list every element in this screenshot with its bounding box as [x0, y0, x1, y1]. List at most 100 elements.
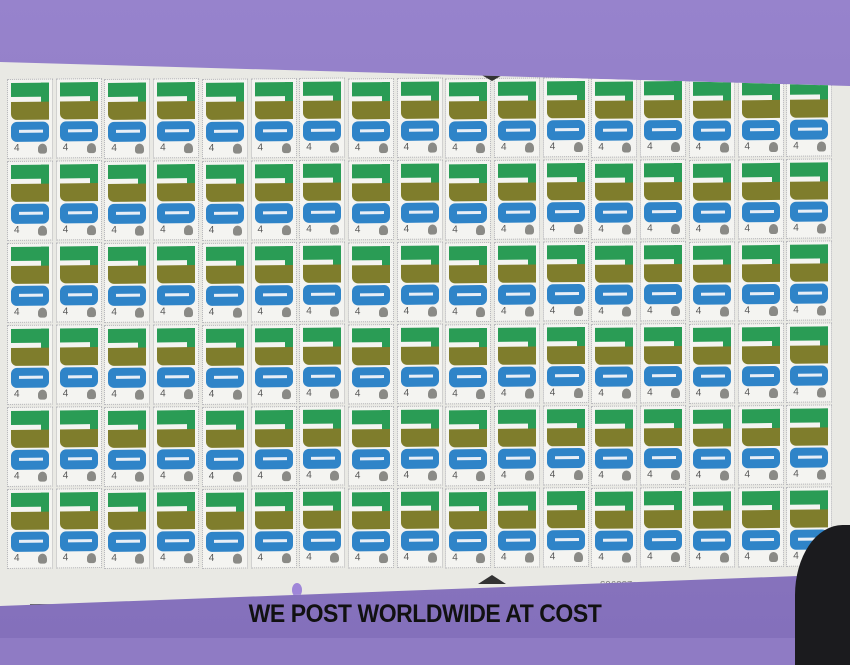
- olive-band: [11, 183, 49, 202]
- green-band: [303, 81, 342, 97]
- stamp: 4: [153, 242, 200, 323]
- stamp-denomination: 4: [257, 306, 264, 318]
- olive-band: [400, 100, 439, 120]
- stamp-denomination: 4: [598, 223, 604, 235]
- green-band: [11, 492, 49, 507]
- blue-band: [546, 448, 585, 469]
- green-band: [11, 164, 49, 179]
- green-band: [157, 246, 196, 261]
- stamp-denomination: 4: [208, 388, 215, 400]
- stamp-denomination: 4: [160, 552, 166, 564]
- blue-band: [157, 203, 196, 224]
- queen-head-icon: [622, 306, 632, 317]
- queen-head-icon: [573, 142, 583, 153]
- blue-band: [254, 121, 293, 142]
- olive-band: [644, 510, 683, 529]
- stamp-sheet: 4 4 4 4 4 4 4 4 4 4 4 4 4 4 4 4 4 4 4 4 4 4 4 4 4 4 4 4 4 4 4 4 4 4 4 4 4 4 4 4…: [0, 0, 850, 638]
- stamp: 4: [104, 488, 151, 569]
- queen-head-icon: [768, 141, 778, 153]
- queen-head-icon: [719, 142, 729, 153]
- stamp-denomination: 4: [501, 387, 507, 399]
- green-band: [254, 164, 293, 179]
- stamp-denomination: 4: [354, 224, 361, 236]
- olive-band: [351, 510, 390, 530]
- queen-head-icon: [817, 305, 827, 316]
- stamp-denomination: 4: [306, 224, 312, 236]
- green-band: [11, 246, 49, 261]
- green-band: [644, 81, 683, 96]
- olive-band: [498, 428, 536, 447]
- stamp-denomination: 4: [403, 141, 410, 154]
- blue-band: [595, 366, 634, 387]
- stamp-denomination: 4: [695, 551, 702, 563]
- stamp-denomination: 4: [403, 551, 410, 564]
- olive-band: [546, 100, 585, 119]
- stamp-denomination: 4: [695, 223, 702, 235]
- olive-band: [790, 427, 829, 447]
- stamp: 4: [737, 486, 784, 568]
- queen-head-icon: [476, 142, 486, 153]
- stamp: 4: [201, 488, 248, 569]
- stamp: 4: [640, 241, 687, 322]
- olive-band: [741, 263, 780, 283]
- stamp: 4: [396, 323, 443, 405]
- green-band: [644, 163, 683, 178]
- olive-band: [108, 429, 147, 448]
- stamp-denomination: 4: [111, 224, 117, 236]
- queen-head-icon: [232, 143, 242, 154]
- top-arrow-marker: [478, 73, 506, 81]
- queen-head-icon: [281, 143, 291, 154]
- olive-band: [644, 428, 683, 447]
- green-band: [449, 409, 488, 424]
- green-band: [400, 81, 439, 97]
- stamp-denomination: 4: [208, 470, 215, 482]
- green-band: [546, 491, 585, 506]
- green-band: [546, 327, 585, 342]
- olive-band: [254, 429, 293, 448]
- olive-band: [351, 264, 390, 284]
- blue-band: [11, 285, 49, 306]
- green-band: [692, 327, 731, 342]
- stamp: 4: [445, 159, 492, 241]
- blue-band: [498, 366, 536, 387]
- stamp: 4: [299, 159, 346, 241]
- queen-head-icon: [38, 225, 47, 236]
- stamp-denomination: 4: [14, 470, 20, 482]
- stamp-denomination: 4: [354, 552, 361, 564]
- blue-band: [546, 284, 585, 305]
- stamp-denomination: 4: [354, 470, 361, 482]
- stamp: 4: [7, 324, 53, 406]
- olive-band: [400, 428, 439, 448]
- green-band: [108, 82, 147, 97]
- stamp: 4: [786, 322, 833, 404]
- stamp-denomination: 4: [647, 141, 653, 153]
- queen-head-icon: [135, 225, 145, 236]
- stamp-denomination: 4: [501, 141, 507, 153]
- olive-band: [595, 428, 634, 447]
- blue-band: [351, 284, 390, 306]
- stamp: 4: [299, 241, 346, 323]
- queen-head-icon: [817, 469, 827, 480]
- blue-band: [790, 365, 829, 387]
- green-band: [595, 163, 634, 178]
- stamp: 4: [786, 76, 833, 158]
- stamp-denomination: 4: [62, 552, 69, 564]
- queen-head-icon: [768, 305, 778, 317]
- green-band: [790, 326, 829, 342]
- stamp-denomination: 4: [403, 469, 410, 482]
- green-band: [205, 410, 244, 425]
- stamp: 4: [201, 78, 248, 159]
- stamp-denomination: 4: [647, 551, 653, 563]
- stamp: 4: [104, 78, 151, 159]
- green-band: [741, 162, 780, 178]
- olive-band: [498, 346, 536, 365]
- olive-band: [59, 429, 98, 448]
- blue-band: [351, 202, 390, 224]
- blue-band: [498, 530, 536, 551]
- stamp: 4: [396, 159, 443, 241]
- stamp: 4: [250, 159, 297, 241]
- stamp: 4: [591, 77, 638, 158]
- stamp-denomination: 4: [793, 223, 799, 235]
- bottom-arrow-marker: [478, 575, 506, 584]
- queen-head-icon: [427, 552, 437, 563]
